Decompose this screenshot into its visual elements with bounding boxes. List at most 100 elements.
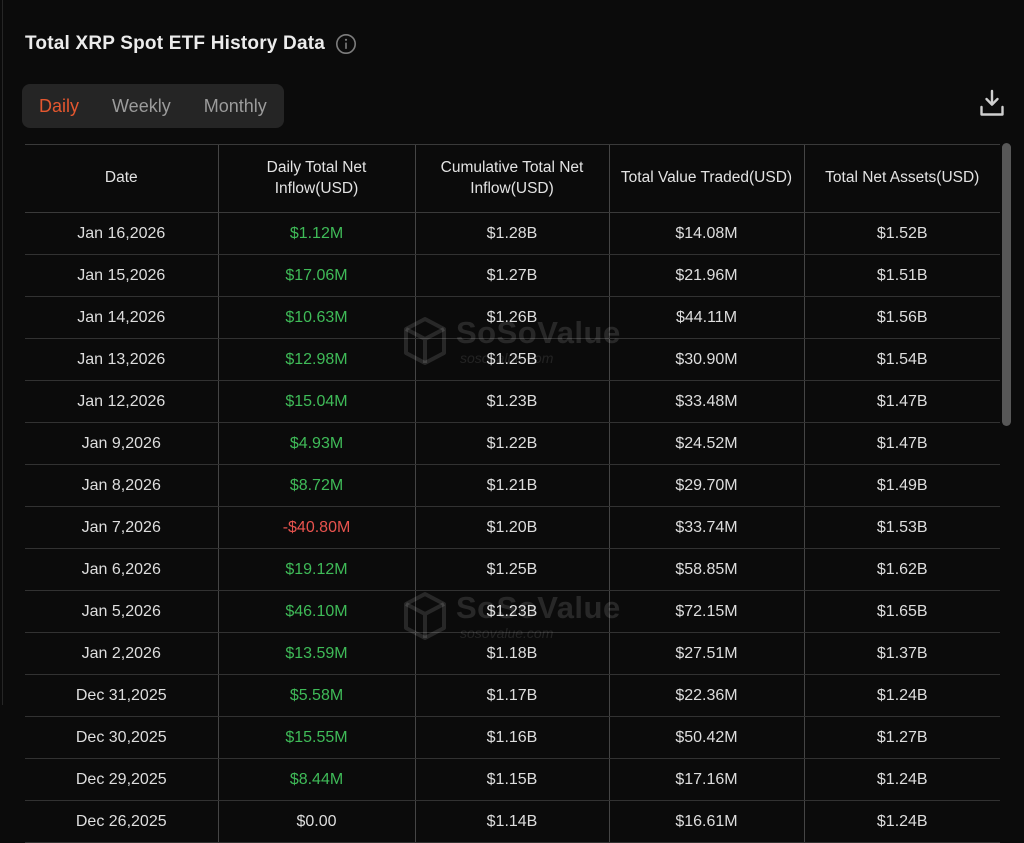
value-traded-cell: $29.70M <box>608 464 804 507</box>
widget-header: Total XRP Spot ETF History Data <box>25 33 357 55</box>
table-row: Dec 30,2025 $15.55M $1.16B $50.42M $1.27B <box>25 716 1000 759</box>
card-edge-line <box>2 0 3 705</box>
table-row: Jan 15,2026 $17.06M $1.27B $21.96M $1.51B <box>25 254 1000 297</box>
net-assets-cell: $1.24B <box>803 674 1000 717</box>
cumulative-net-inflow-cell: $1.16B <box>414 716 609 759</box>
table-row: Jan 14,2026 $10.63M $1.26B $44.11M $1.56B <box>25 296 1000 339</box>
info-icon[interactable] <box>335 33 357 55</box>
net-assets-cell: $1.65B <box>803 590 1000 633</box>
net-assets-cell: $1.56B <box>803 296 1000 339</box>
vertical-scrollbar-thumb[interactable] <box>1002 143 1011 426</box>
tab-bar: Daily Weekly Monthly <box>22 84 284 128</box>
tab-monthly[interactable]: Monthly <box>203 95 267 116</box>
cumulative-net-inflow-cell: $1.26B <box>414 296 609 339</box>
cumulative-net-inflow-cell: $1.23B <box>414 380 609 423</box>
cumulative-net-inflow-cell: $1.20B <box>414 506 609 549</box>
date-cell: Dec 29,2025 <box>25 758 218 801</box>
value-traded-cell: $33.48M <box>608 380 804 423</box>
net-assets-cell: $1.52B <box>803 212 1000 255</box>
value-traded-cell: $33.74M <box>608 506 804 549</box>
history-table: Date Daily Total Net Inflow(USD) Cumulativ… <box>25 144 1000 843</box>
daily-net-inflow-cell: $10.63M <box>217 296 415 339</box>
net-assets-cell: $1.47B <box>803 380 1000 423</box>
daily-net-inflow-cell: $15.04M <box>217 380 415 423</box>
daily-net-inflow-cell: $15.55M <box>217 716 415 759</box>
page-title: Total XRP Spot ETF History Data <box>25 33 326 54</box>
value-traded-cell: $30.90M <box>608 338 804 381</box>
value-traded-cell: $27.51M <box>608 632 804 675</box>
date-cell: Dec 30,2025 <box>25 716 218 759</box>
date-cell: Dec 31,2025 <box>25 674 218 717</box>
date-cell: Jan 14,2026 <box>25 296 218 339</box>
net-assets-cell: $1.53B <box>803 506 1000 549</box>
download-icon[interactable] <box>977 87 1007 122</box>
table-row: Dec 29,2025 $8.44M $1.15B $17.16M $1.24B <box>25 758 1000 801</box>
net-assets-cell: $1.24B <box>803 758 1000 801</box>
date-cell: Jan 7,2026 <box>25 506 218 549</box>
table-row: Jan 12,2026 $15.04M $1.23B $33.48M $1.47B <box>25 380 1000 423</box>
daily-net-inflow-cell: $1.12M <box>217 212 415 255</box>
net-assets-cell: $1.37B <box>803 632 1000 675</box>
column-header: Cumulative Total Net Inflow(USD) <box>414 144 609 213</box>
daily-net-inflow-cell: $4.93M <box>217 422 415 465</box>
cumulative-net-inflow-cell: $1.23B <box>414 590 609 633</box>
table-row: Jan 6,2026 $19.12M $1.25B $58.85M $1.62B <box>25 548 1000 591</box>
table-header-row: Date Daily Total Net Inflow(USD) Cumulativ… <box>25 144 1000 213</box>
value-traded-cell: $58.85M <box>608 548 804 591</box>
date-cell: Jan 2,2026 <box>25 632 218 675</box>
value-traded-cell: $50.42M <box>608 716 804 759</box>
tab-daily[interactable]: Daily <box>39 95 80 116</box>
cumulative-net-inflow-cell: $1.15B <box>414 758 609 801</box>
table-row: Jan 5,2026 $46.10M $1.23B $72.15M $1.65B <box>25 590 1000 633</box>
date-cell: Jan 9,2026 <box>25 422 218 465</box>
net-assets-cell: $1.54B <box>803 338 1000 381</box>
date-cell: Jan 15,2026 <box>25 254 218 297</box>
value-traded-cell: $14.08M <box>608 212 804 255</box>
daily-net-inflow-cell: $17.06M <box>217 254 415 297</box>
net-assets-cell: $1.47B <box>803 422 1000 465</box>
value-traded-cell: $72.15M <box>608 590 804 633</box>
date-cell: Jan 16,2026 <box>25 212 218 255</box>
table-row: Jan 8,2026 $8.72M $1.21B $29.70M $1.49B <box>25 464 1000 507</box>
table-row: Jan 2,2026 $13.59M $1.18B $27.51M $1.37B <box>25 632 1000 675</box>
date-cell: Jan 6,2026 <box>25 548 218 591</box>
column-header: Date <box>25 144 218 213</box>
daily-net-inflow-cell: -$40.80M <box>217 506 415 549</box>
date-cell: Dec 26,2025 <box>25 800 218 843</box>
net-assets-cell: $1.27B <box>803 716 1000 759</box>
cumulative-net-inflow-cell: $1.28B <box>414 212 609 255</box>
net-assets-cell: $1.62B <box>803 548 1000 591</box>
daily-net-inflow-cell: $46.10M <box>217 590 415 633</box>
cumulative-net-inflow-cell: $1.21B <box>414 464 609 507</box>
net-assets-cell: $1.49B <box>803 464 1000 507</box>
table-row: Jan 9,2026 $4.93M $1.22B $24.52M $1.47B <box>25 422 1000 465</box>
cumulative-net-inflow-cell: $1.14B <box>414 800 609 843</box>
table-row: Dec 31,2025 $5.58M $1.17B $22.36M $1.24B <box>25 674 1000 717</box>
daily-net-inflow-cell: $5.58M <box>217 674 415 717</box>
value-traded-cell: $44.11M <box>608 296 804 339</box>
daily-net-inflow-cell: $8.72M <box>217 464 415 507</box>
cumulative-net-inflow-cell: $1.25B <box>414 338 609 381</box>
table-row: Jan 16,2026 $1.12M $1.28B $14.08M $1.52B <box>25 212 1000 255</box>
tab-weekly[interactable]: Weekly <box>112 95 171 116</box>
daily-net-inflow-cell: $0.00 <box>217 800 415 843</box>
daily-net-inflow-cell: $19.12M <box>217 548 415 591</box>
value-traded-cell: $22.36M <box>608 674 804 717</box>
daily-net-inflow-cell: $12.98M <box>217 338 415 381</box>
table-row: Jan 7,2026 -$40.80M $1.20B $33.74M $1.53B <box>25 506 1000 549</box>
value-traded-cell: $17.16M <box>608 758 804 801</box>
cumulative-net-inflow-cell: $1.25B <box>414 548 609 591</box>
column-header: Daily Total Net Inflow(USD) <box>217 144 415 213</box>
date-cell: Jan 12,2026 <box>25 380 218 423</box>
column-header: Total Net Assets(USD) <box>803 144 1000 213</box>
value-traded-cell: $24.52M <box>608 422 804 465</box>
table-row: Dec 26,2025 $0.00 $1.14B $16.61M $1.24B <box>25 800 1000 843</box>
daily-net-inflow-cell: $8.44M <box>217 758 415 801</box>
cumulative-net-inflow-cell: $1.17B <box>414 674 609 717</box>
table-row: Jan 13,2026 $12.98M $1.25B $30.90M $1.54B <box>25 338 1000 381</box>
cumulative-net-inflow-cell: $1.18B <box>414 632 609 675</box>
cumulative-net-inflow-cell: $1.22B <box>414 422 609 465</box>
net-assets-cell: $1.51B <box>803 254 1000 297</box>
column-header: Total Value Traded(USD) <box>608 144 804 213</box>
table-body: Jan 16,2026 $1.12M $1.28B $14.08M $1.52B Jan … <box>25 212 1000 843</box>
